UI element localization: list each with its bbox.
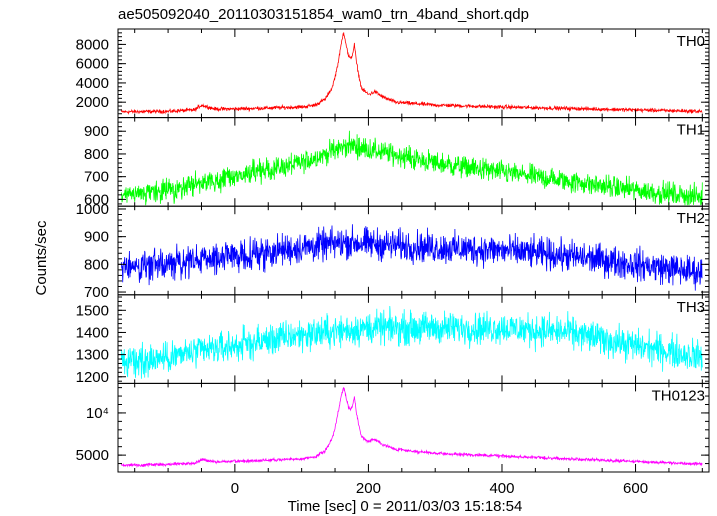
- panel-name: TH1: [677, 122, 705, 139]
- series-line-th0: [120, 32, 703, 115]
- series-line-th2: [120, 224, 703, 291]
- y-tick-label: 600: [84, 191, 109, 208]
- x-tick-label: 200: [356, 480, 381, 497]
- series-line-th3: [120, 305, 703, 379]
- y-axis-label: Counts/sec: [33, 220, 50, 296]
- x-tick-label: 0: [231, 480, 239, 497]
- y-tick-label: 6000: [76, 56, 109, 73]
- panel-th1: 600 700 800 900 TH1: [84, 117, 710, 208]
- x-tick-label: 400: [489, 480, 514, 497]
- y-tick-label: 1200: [76, 369, 109, 386]
- panel-th3: 1200 1300 1400 1500 TH3: [76, 294, 710, 386]
- y-tick-label: 800: [84, 146, 109, 163]
- y-tick-label: 4000: [76, 75, 109, 92]
- x-axis-label: Time [sec] 0 = 2011/03/03 15:18:54: [288, 498, 523, 515]
- series-line-th1: [120, 130, 703, 206]
- chart-title: ae505092040_20110303151854_wam0_trn_4ban…: [118, 6, 529, 23]
- y-tick-label: 900: [84, 229, 109, 246]
- panel-name: TH0: [677, 33, 705, 50]
- y-tick-label: 5000: [76, 447, 109, 464]
- y-tick-label: 10⁴: [86, 405, 109, 422]
- y-tick-label: 1300: [76, 347, 109, 364]
- panel-name: TH2: [677, 210, 705, 227]
- y-tick-label: 700: [84, 284, 109, 301]
- y-tick-label: 1000: [76, 201, 109, 218]
- y-tick-label: 1400: [76, 324, 109, 341]
- y-tick-label: 700: [84, 169, 109, 186]
- panel-frame: [117, 382, 710, 473]
- panel-th0123: 5000 10⁴ TH0123: [76, 382, 710, 473]
- series-line-th0123: [120, 386, 703, 469]
- y-tick-label: 900: [84, 123, 109, 140]
- y-tick-label: 8000: [76, 36, 109, 53]
- x-tick-label: 600: [623, 480, 648, 497]
- y-tick-label: 1500: [76, 302, 109, 319]
- panel-name: TH0123: [652, 387, 705, 404]
- panel-th2: 700 800 900 1000 TH2: [76, 201, 710, 301]
- panel-name: TH3: [677, 299, 705, 316]
- panel-th0: 2000 4000 6000 8000 TH0: [76, 28, 710, 119]
- panel-frame: [117, 294, 710, 384]
- y-tick-label: 800: [84, 256, 109, 273]
- y-tick-label: 2000: [76, 94, 109, 111]
